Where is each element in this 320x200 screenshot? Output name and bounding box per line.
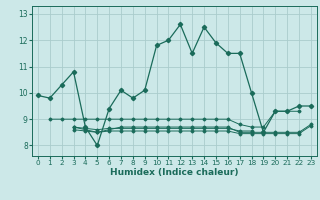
- X-axis label: Humidex (Indice chaleur): Humidex (Indice chaleur): [110, 168, 239, 177]
